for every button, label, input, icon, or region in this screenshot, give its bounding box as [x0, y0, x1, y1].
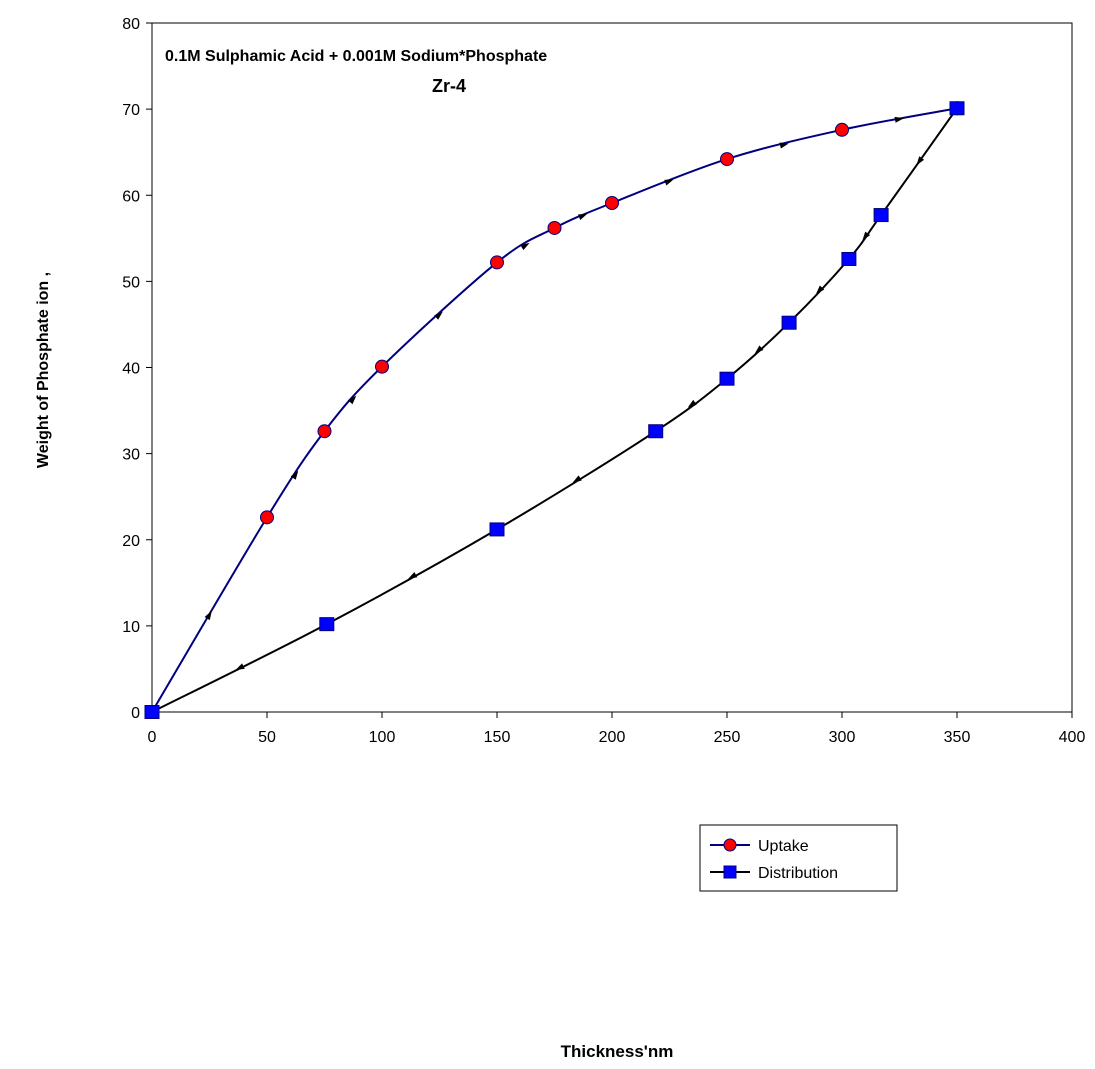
y-tick-label: 60 — [122, 188, 140, 205]
legend-label: Uptake — [758, 838, 809, 855]
y-tick-label: 20 — [122, 533, 140, 550]
y-tick-label: 80 — [122, 16, 140, 33]
y-axis-label: Weight of Phosphate ion , — [35, 272, 52, 468]
data-point — [375, 359, 389, 374]
data-point — [547, 220, 562, 235]
x-tick-label: 400 — [1059, 729, 1086, 746]
direction-arrow — [434, 311, 443, 320]
data-point — [835, 122, 849, 137]
data-point — [605, 196, 619, 211]
data-point — [319, 617, 335, 632]
data-point — [144, 705, 160, 719]
data-point — [648, 424, 664, 439]
y-tick-label: 30 — [122, 447, 140, 464]
direction-arrow — [290, 470, 299, 480]
legend-box — [699, 824, 898, 892]
direction-arrow — [520, 242, 530, 251]
data-point — [489, 522, 505, 537]
plot-area — [151, 22, 1073, 713]
chart-title: 0.1M Sulphamic Acid + 0.001M Sodium*Phos… — [165, 48, 547, 65]
series-distribution — [144, 101, 965, 719]
legend-label: Distribution — [758, 865, 838, 882]
y-tick-label: 40 — [122, 361, 140, 378]
direction-arrow — [916, 156, 925, 166]
data-point — [260, 510, 274, 525]
direction-arrow — [815, 285, 825, 295]
direction-arrow — [894, 116, 904, 123]
direction-arrow — [348, 395, 357, 405]
legend-marker — [723, 865, 737, 879]
x-tick-label: 50 — [258, 729, 276, 746]
data-point — [841, 251, 857, 266]
direction-arrow — [687, 399, 697, 408]
x-tick-label: 200 — [599, 729, 626, 746]
direction-arrow — [572, 475, 582, 483]
x-tick-label: 300 — [829, 729, 856, 746]
direction-arrow — [664, 179, 674, 186]
x-tick-label: 350 — [944, 729, 971, 746]
direction-arrow — [779, 142, 789, 149]
legend: Uptake Distribution — [699, 824, 898, 892]
legend-marker — [723, 838, 737, 852]
x-tick-label: 0 — [148, 729, 157, 746]
y-tick-label: 0 — [131, 705, 140, 722]
x-tick-label: 100 — [369, 729, 396, 746]
direction-arrow — [235, 663, 245, 671]
data-point — [949, 101, 965, 116]
data-point — [781, 315, 797, 330]
y-tick-label: 70 — [122, 102, 140, 119]
data-point — [873, 208, 889, 223]
chart-subtitle: Zr-4 — [432, 76, 466, 96]
x-axis-label: Thickness'nm — [561, 1042, 674, 1061]
data-point — [719, 371, 735, 386]
direction-arrow — [577, 213, 588, 221]
data-point — [490, 255, 504, 270]
y-tick-label: 50 — [122, 274, 140, 291]
x-tick-label: 150 — [484, 729, 511, 746]
y-tick-label: 10 — [122, 619, 140, 636]
direction-arrow — [754, 345, 764, 354]
data-point — [317, 424, 332, 439]
direction-arrow — [862, 231, 871, 241]
x-tick-label: 250 — [714, 729, 741, 746]
direction-arrow — [407, 571, 418, 579]
direction-arrow — [204, 610, 212, 621]
data-point — [720, 152, 734, 167]
